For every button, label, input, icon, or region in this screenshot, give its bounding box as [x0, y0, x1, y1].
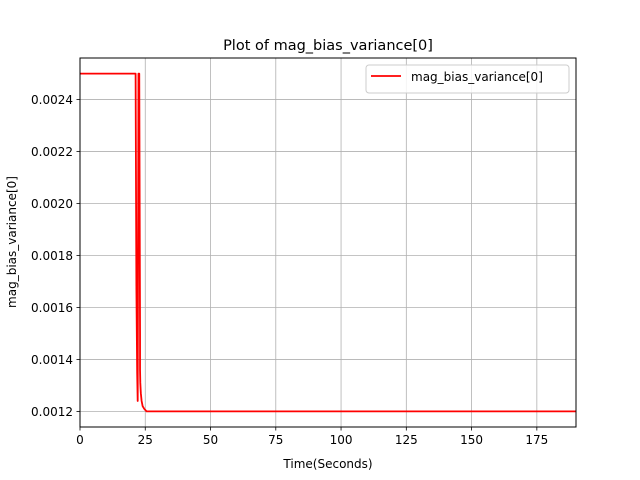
legend-box [365, 64, 570, 94]
x-tick-label: 0 [76, 433, 84, 447]
x-tick-label: 150 [460, 433, 483, 447]
legend: mag_bias_variance[0] [365, 64, 570, 94]
y-tick-label: 0.0022 [31, 145, 73, 159]
y-axis-label: mag_bias_variance[0] [5, 176, 19, 308]
chart-title: Plot of mag_bias_variance[0] [223, 38, 433, 54]
x-tick-label: 25 [138, 433, 153, 447]
y-axis: 0.0012 0.0014 0.0016 0.0018 0.0020 0.0022 0.00… [31, 93, 80, 419]
x-tick-label: 50 [203, 433, 218, 447]
x-tick-label: 125 [395, 433, 418, 447]
y-tick-label: 0.0014 [31, 353, 73, 367]
y-tick-label: 0.0024 [31, 93, 73, 107]
x-tick-label: 175 [525, 433, 548, 447]
series-layer [80, 72, 576, 413]
x-tick-label: 75 [268, 433, 283, 447]
x-tick-label: 100 [330, 433, 353, 447]
series-line [80, 72, 576, 413]
plot-frame [79, 57, 577, 428]
legend-label: mag_bias_variance[0] [411, 70, 543, 84]
y-tick-label: 0.0012 [31, 405, 73, 419]
x-axis-label: Time(Seconds) [282, 457, 372, 471]
y-tick-label: 0.0018 [31, 249, 73, 263]
x-axis: 0 25 50 75 100 125 150 175 [76, 427, 548, 447]
y-tick-label: 0.0016 [31, 301, 73, 315]
y-tick-label: 0.0020 [31, 197, 73, 211]
